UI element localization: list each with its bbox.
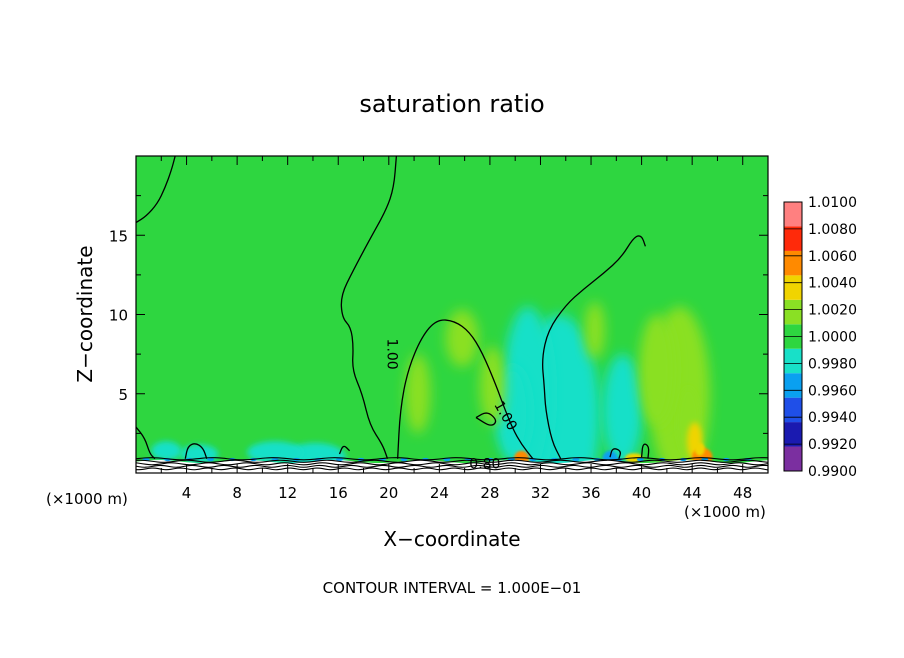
heatmap-anomaly [405, 354, 431, 434]
x-tick-label: 24 [430, 484, 449, 502]
x-tick-label: 28 [480, 484, 499, 502]
contour-labels: 1.001.000.80 [383, 339, 519, 473]
x-tick-label: 40 [632, 484, 651, 502]
heatmap-surface-speck [336, 457, 344, 462]
colorbar-segment [784, 422, 802, 447]
colorbar-tick-label: 1.0020 [808, 303, 857, 319]
heatmap-surface-speck [572, 457, 580, 462]
contour-line-surface [136, 457, 768, 461]
x-tick-label: 44 [683, 484, 702, 502]
contour-label: 1.00 [383, 339, 399, 370]
colorbar-tick-label: 1.0100 [808, 195, 857, 211]
colorbar-tick-label: 0.9900 [808, 464, 857, 480]
colorbar-tick-label: 1.0040 [808, 276, 857, 292]
colorbar-tick-label: 1.0000 [808, 330, 857, 346]
heatmap-surface-speck [207, 457, 215, 462]
colorbar: 0.9900 0.9920 0.9940 0.9960 0.9980 1.0000 1.00… [783, 195, 857, 480]
contour-line-1-00 [338, 445, 351, 455]
colorbar-segment [784, 275, 802, 300]
colorbar-segment [784, 202, 802, 227]
contour-line-1-00 [136, 156, 176, 224]
y-axis-ticks: 5 10 15 [109, 195, 768, 434]
x-axis-label: X−coordinate [383, 527, 520, 551]
x-tick-label: 16 [329, 484, 348, 502]
x-tick-label: 4 [182, 484, 192, 502]
contour-line-1-00 [396, 319, 534, 460]
colorbar-segment [784, 446, 802, 471]
y-tick-label: 5 [118, 386, 128, 404]
colorbar-tick-label: 1.0080 [808, 222, 857, 238]
contour-lines [136, 156, 768, 471]
heatmap-anomaly [639, 314, 675, 426]
contour-line-surface [136, 459, 768, 463]
x-tick-label: 36 [581, 484, 600, 502]
colorbar-tick-label: 0.9960 [808, 383, 857, 399]
colorbar-tick-label: 0.9940 [808, 410, 857, 426]
colorbar-segment [784, 250, 802, 276]
y-axis-label: Z−coordinate [73, 245, 97, 382]
heatmap-anomaly [694, 442, 705, 456]
heatmap-anomaly [584, 301, 605, 359]
heatmap-anomaly [479, 346, 506, 426]
heatmap-surface-speck [636, 457, 644, 462]
colorbar-segment [784, 226, 802, 251]
x-tick-label: 20 [379, 484, 398, 502]
contour-line-1-00 [136, 426, 156, 460]
contour-line-1-00 [542, 235, 647, 460]
heatmap-anomaly [151, 441, 182, 461]
contour-line-1-00 [609, 448, 622, 459]
y-tick-label: 15 [109, 227, 128, 245]
colorbar-tick-label: 1.0060 [808, 249, 857, 265]
colorbar-segment [784, 373, 802, 398]
contour-line-surface [136, 464, 768, 468]
chart-title: saturation ratio [359, 90, 544, 118]
x-tick-label: 32 [531, 484, 550, 502]
x-axis-ticks: 4 8 12 16 20 24 28 32 36 40 44 48 [160, 156, 752, 502]
heatmap-anomaly [445, 309, 479, 367]
contour-interval-note: CONTOUR INTERVAL = 1.000E−01 [323, 579, 582, 597]
colorbar-segment [784, 348, 802, 374]
contour-line-1-00 [640, 443, 650, 459]
contour-line-1-00 [475, 412, 497, 426]
contour-line-surface [136, 467, 768, 471]
y-tick-label: 10 [109, 307, 128, 325]
x-unit-right-label: (×1000 m) [684, 503, 766, 521]
x-tick-label: 8 [232, 484, 242, 502]
contour-line-1-00 [184, 443, 208, 459]
colorbar-tick-label: 0.9920 [808, 437, 857, 453]
x-tick-label: 12 [278, 484, 297, 502]
colorbar-segment [784, 397, 802, 423]
heatmap-anomaly [602, 354, 643, 466]
contour-line-1-00 [340, 156, 398, 459]
colorbar-segment [784, 299, 802, 325]
heatmap-field [136, 156, 768, 473]
x-unit-left-label: (×1000 m) [46, 490, 128, 508]
contour-label: 0.80 [469, 456, 500, 472]
contour-line-surface [136, 462, 768, 466]
x-tick-label: 48 [733, 484, 752, 502]
colorbar-tick-label: 0.9980 [808, 356, 857, 372]
